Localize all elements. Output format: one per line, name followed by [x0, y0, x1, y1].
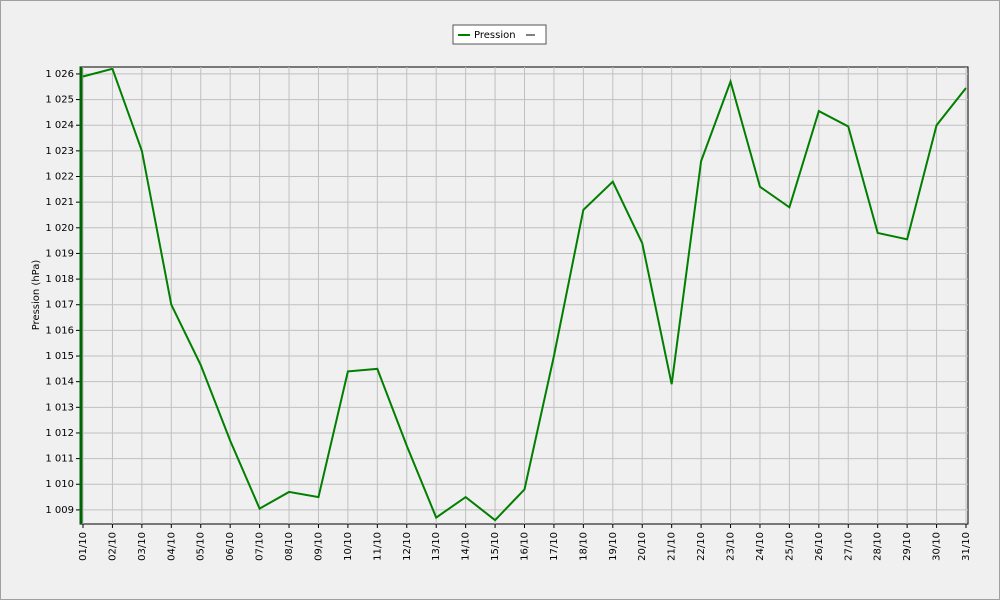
x-tick-label: 07/10	[255, 532, 266, 561]
y-tick-label: 1 010	[45, 479, 74, 490]
y-tick-label: 1 016	[45, 325, 74, 336]
x-tick-label: 06/10	[225, 532, 236, 561]
x-tick-label: 31/10	[961, 532, 972, 561]
x-tick-label: 30/10	[932, 532, 943, 561]
x-tick-label: 21/10	[667, 532, 678, 561]
y-tick-label: 1 019	[45, 248, 74, 259]
y-tick-label: 1 018	[45, 274, 74, 285]
y-tick-label: 1 026	[45, 69, 74, 80]
x-tick-label: 27/10	[843, 532, 854, 561]
x-tick-label: 11/10	[372, 532, 383, 561]
x-tick-label: 29/10	[902, 532, 913, 561]
y-tick-label: 1 024	[45, 120, 74, 131]
y-tick-label: 1 012	[45, 428, 74, 439]
x-tick-label: 23/10	[726, 532, 737, 561]
y-tick-label: 1 011	[45, 454, 74, 465]
legend: Pression	[452, 24, 547, 45]
y-tick-label: 1 014	[45, 377, 74, 388]
line-series	[82, 67, 967, 522]
x-tick-label: 09/10	[313, 532, 324, 561]
y-tick-label: 1 015	[45, 351, 74, 362]
x-tick-label: 26/10	[814, 532, 825, 561]
x-tick-label: 18/10	[578, 532, 589, 561]
x-tick-label: 01/10	[78, 532, 89, 561]
y-tick-label: 1 017	[45, 300, 74, 311]
x-tick-label: 22/10	[696, 532, 707, 561]
x-tick-label: 10/10	[343, 532, 354, 561]
y-tick-label: 1 020	[45, 223, 74, 234]
y-tick-label: 1 013	[45, 402, 74, 413]
x-tick-label: 25/10	[784, 532, 795, 561]
y-tick-label: 1 021	[45, 197, 74, 208]
x-tick-label: 04/10	[166, 532, 177, 561]
x-tick-label: 05/10	[196, 532, 207, 561]
legend-box	[452, 24, 547, 45]
x-tick-label: 20/10	[637, 532, 648, 561]
y-tick-label: 1 009	[45, 505, 74, 516]
x-tick-label: 03/10	[137, 532, 148, 561]
x-tick-label: 28/10	[873, 532, 884, 561]
x-tick-label: 19/10	[608, 532, 619, 561]
y-tick-label: 1 025	[45, 95, 74, 106]
legend-label: Pression	[474, 30, 516, 41]
x-tick-label: 15/10	[490, 532, 501, 561]
x-tick-label: 12/10	[402, 532, 413, 561]
x-tick-label: 13/10	[431, 532, 442, 561]
x-tick-label: 14/10	[461, 532, 472, 561]
x-tick-label: 02/10	[107, 532, 118, 561]
x-tick-label: 08/10	[284, 532, 295, 561]
y-axis-label: Pression (hPa)	[31, 260, 42, 331]
y-tick-label: 1 022	[45, 172, 74, 183]
y-tick-label: 1 023	[45, 146, 74, 157]
x-tick-label: 17/10	[549, 532, 560, 561]
x-tick-label: 24/10	[755, 532, 766, 561]
x-tick-label: 16/10	[520, 532, 531, 561]
